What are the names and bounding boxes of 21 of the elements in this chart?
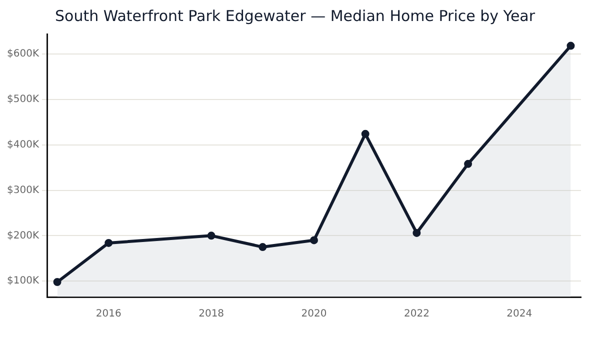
y-tick-label: $100K — [6, 276, 40, 287]
x-tick-label: 2016 — [96, 308, 122, 320]
point — [361, 130, 370, 138]
point — [566, 42, 575, 50]
y-tick-label: $300K — [6, 184, 40, 196]
point — [53, 278, 62, 286]
point — [104, 238, 113, 247]
x-tick-label: 2018 — [198, 308, 224, 320]
y-tick-label: $600K — [6, 48, 40, 60]
x-tick-label: 2024 — [506, 308, 532, 320]
y-tick-label: $400K — [6, 139, 40, 150]
point — [464, 160, 472, 168]
x-tick-label: 2022 — [404, 308, 430, 320]
y-tick-label: $200K — [6, 230, 40, 242]
y-tick-label: $500K — [6, 94, 40, 106]
point — [412, 228, 421, 237]
point — [310, 236, 318, 244]
point — [258, 243, 267, 252]
point — [207, 232, 216, 240]
x-tick-label: 2020 — [301, 308, 327, 320]
chart-title: South Waterfront Park Edgewater — Median Home Price by Year — [55, 7, 536, 25]
